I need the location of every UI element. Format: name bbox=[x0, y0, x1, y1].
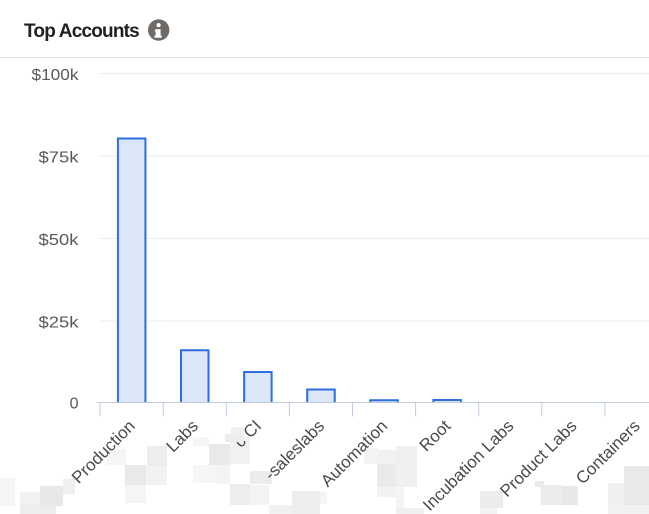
svg-text:$100k: $100k bbox=[32, 67, 80, 84]
svg-text:-saleslabs: -saleslabs bbox=[261, 416, 329, 484]
svg-text:0: 0 bbox=[70, 396, 79, 413]
svg-text:$75k: $75k bbox=[39, 150, 80, 167]
svg-text:Labs: Labs bbox=[163, 416, 203, 456]
svg-text:Top Accounts: Top Accounts bbox=[24, 21, 139, 42]
svg-text:Root: Root bbox=[416, 416, 455, 455]
svg-text:$50k: $50k bbox=[39, 232, 80, 249]
svg-text:$25k: $25k bbox=[39, 315, 80, 332]
